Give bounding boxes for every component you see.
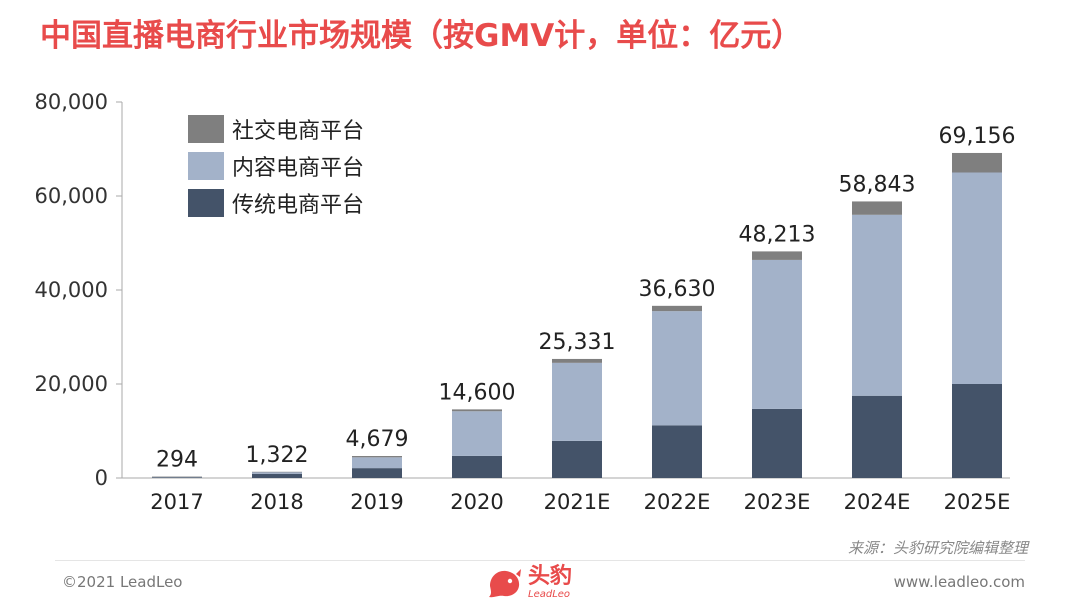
bar-segment-traditional	[652, 425, 702, 478]
bar-segment-traditional	[552, 440, 602, 478]
bar-segment-social	[952, 152, 1002, 173]
y-tick-label: 60,000	[35, 184, 108, 208]
legend-item-traditional: 传统电商平台	[188, 184, 364, 221]
bar-segment-content	[452, 411, 502, 456]
x-tick-label: 2018	[250, 490, 303, 514]
bar-segment-traditional	[952, 384, 1002, 478]
bar-total-label: 294	[156, 448, 198, 473]
bar-segment-content	[952, 172, 1002, 384]
bar-total-label: 14,600	[439, 380, 516, 405]
bar-total-label: 25,331	[539, 330, 616, 355]
legend-label-social: 社交电商平台	[232, 118, 365, 144]
bar-segment-traditional	[852, 395, 902, 478]
x-tick-label: 2021E	[544, 490, 611, 514]
bar-segment-social	[552, 358, 602, 363]
bar-total-label: 69,156	[939, 124, 1016, 149]
y-tick-label: 20,000	[35, 372, 108, 396]
leopard-logo-icon	[489, 569, 521, 598]
bar-segment-social	[652, 305, 702, 312]
bar-segment-traditional	[452, 455, 502, 478]
bar-segment-content	[352, 457, 402, 469]
bar-segment-social	[252, 471, 302, 473]
y-tick-label: 0	[95, 466, 108, 490]
bar-segment-content	[852, 214, 902, 396]
bar-segment-social	[852, 201, 902, 215]
bar-total-label: 4,679	[346, 427, 409, 452]
copyright-text: ©2021 LeadLeo	[62, 573, 183, 591]
legend-label-content: 内容电商平台	[232, 155, 365, 181]
chart-legend: 社交电商平台 内容电商平台 传统电商平台	[188, 110, 364, 221]
bar-segment-traditional	[252, 473, 302, 478]
x-tick-label: 2023E	[744, 490, 811, 514]
x-tick-label: 2019	[350, 490, 403, 514]
page-title: 中国直播电商行业市场规模（按GMV计，单位：亿元）	[40, 18, 803, 54]
bar-segment-social	[152, 476, 202, 478]
x-tick-label: 2025E	[944, 490, 1011, 514]
x-tick-label: 2020	[450, 490, 503, 514]
bar-segment-traditional	[752, 408, 802, 478]
y-tick-label: 80,000	[35, 90, 108, 114]
legend-item-social: 社交电商平台	[188, 110, 364, 147]
bar-segment-content	[552, 362, 602, 441]
y-tick-label: 40,000	[35, 278, 108, 302]
bar-segment-traditional	[352, 468, 402, 478]
bar-segment-social	[752, 251, 802, 260]
bar-segment-social	[352, 456, 402, 458]
bar-total-label: 48,213	[739, 222, 816, 247]
footer-divider	[55, 560, 1025, 561]
legend-label-traditional: 传统电商平台	[232, 192, 365, 218]
bar-segment-content	[252, 472, 302, 474]
bar-segment-content	[652, 311, 702, 426]
bar-total-label: 36,630	[639, 277, 716, 302]
bar-segment-social	[452, 409, 502, 412]
legend-swatch-content	[188, 151, 224, 180]
bar-segment-content	[752, 259, 802, 409]
x-tick-label: 2022E	[644, 490, 711, 514]
source-note: 来源：头豹研究院编辑整理	[847, 539, 1028, 557]
bar-total-label: 58,843	[839, 172, 916, 197]
legend-swatch-social	[188, 114, 224, 143]
logo-text-cn: 头豹	[528, 564, 573, 589]
x-tick-label: 2024E	[844, 490, 911, 514]
legend-swatch-traditional	[188, 188, 224, 217]
x-tick-label: 2017	[150, 490, 203, 514]
bar-total-label: 1,322	[246, 443, 309, 468]
bar-segment-traditional	[152, 477, 202, 478]
leadleo-logo: 头豹 LeadLeo	[486, 566, 572, 600]
legend-item-content: 内容电商平台	[188, 147, 364, 184]
website-link[interactable]: www.leadleo.com	[893, 573, 1025, 591]
logo-text-en: LeadLeo	[528, 589, 571, 600]
